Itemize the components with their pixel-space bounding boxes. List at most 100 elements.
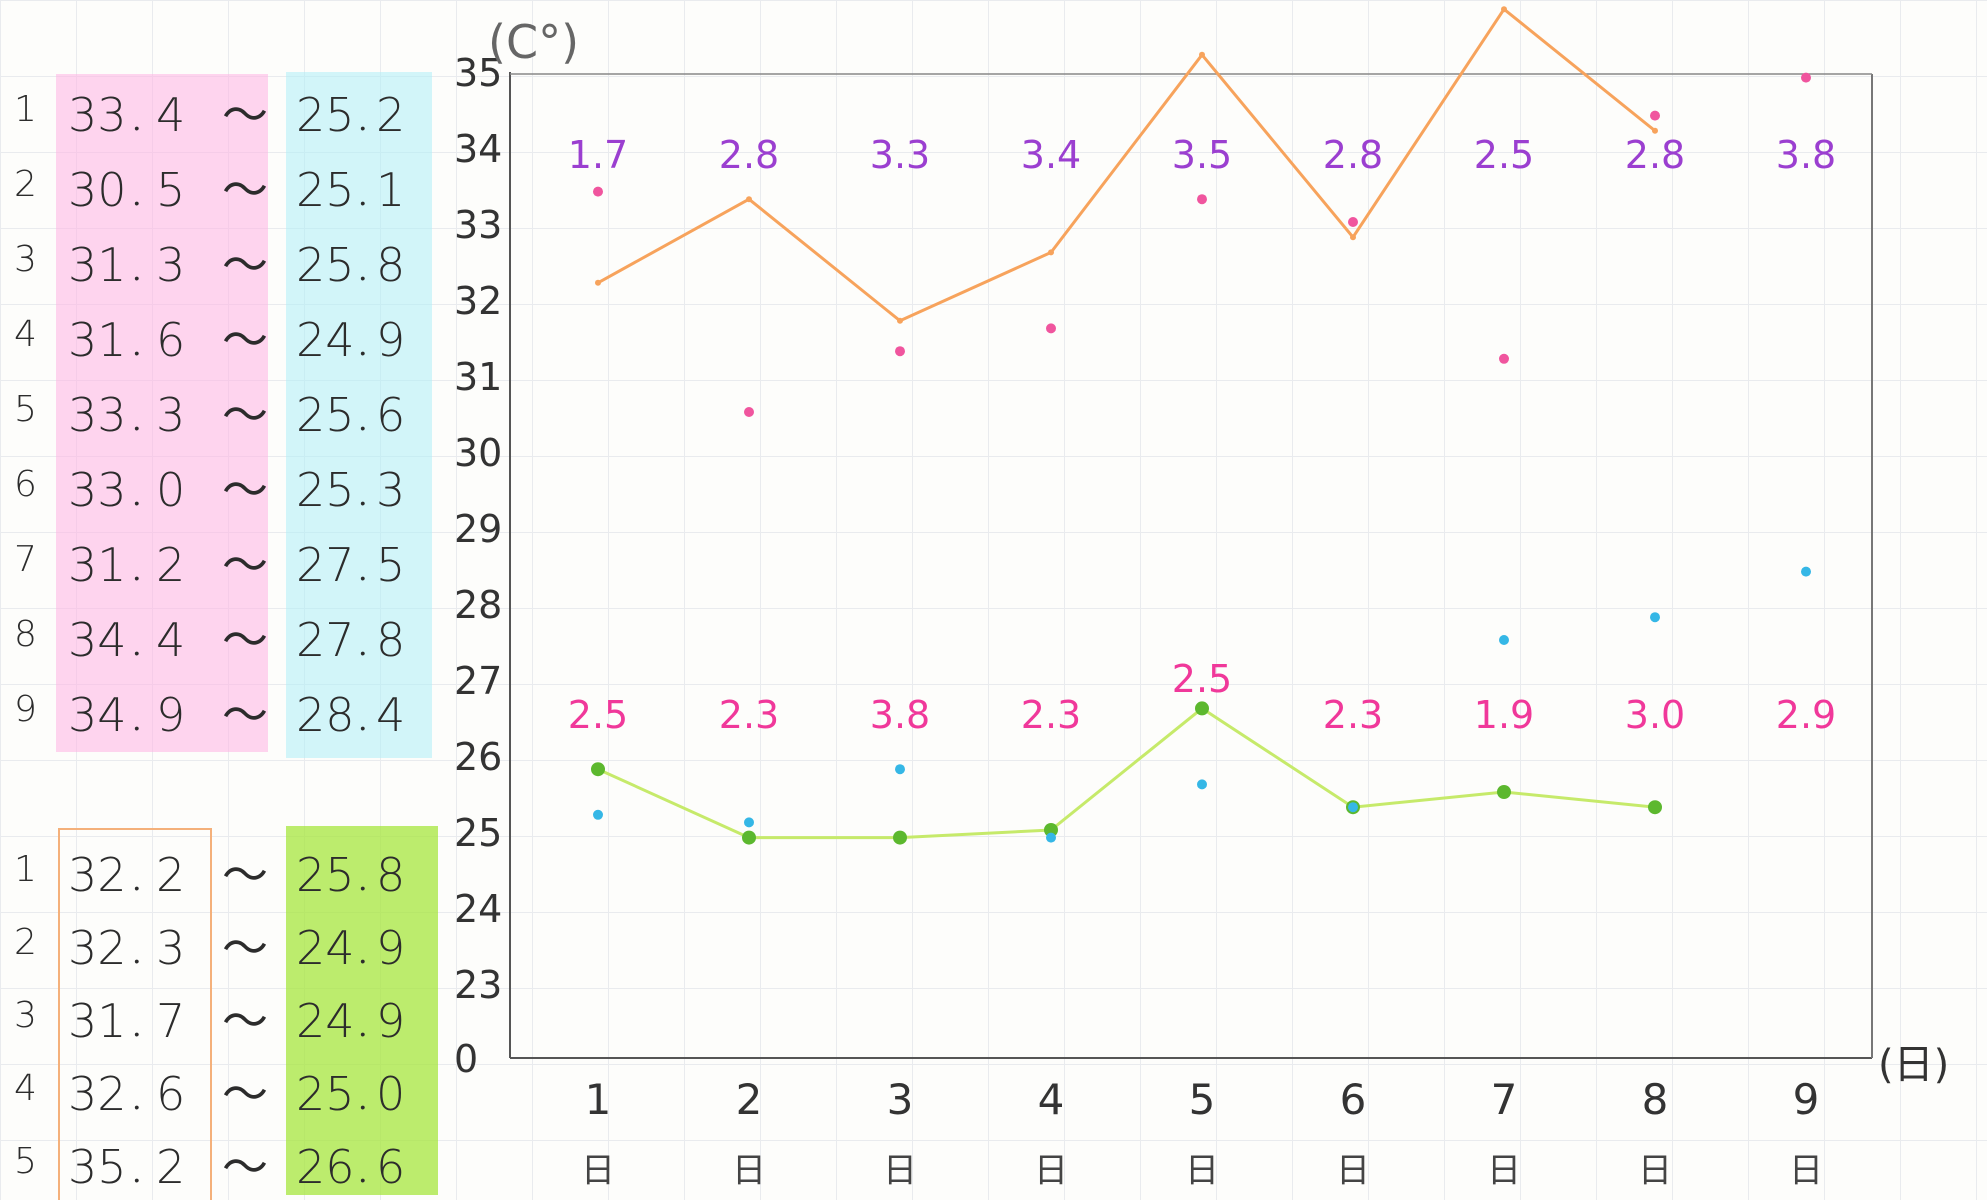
top-row-max-dec: 4	[156, 613, 186, 667]
y-tick-label: 23	[454, 963, 502, 1007]
decimal-dot: .	[132, 553, 142, 588]
x-sub-label: 日	[1185, 1151, 1219, 1191]
x-tick-label: 8	[1642, 1075, 1669, 1124]
top-row-sep: 〜	[222, 238, 268, 292]
bottom-row-day: 5	[14, 1141, 37, 1182]
decimal-dot: .	[132, 178, 142, 213]
top-row-min-int: 25	[296, 238, 355, 292]
upper-annotation: 3.8	[1776, 133, 1836, 177]
max-temp-point	[1499, 353, 1509, 364]
top-row-max-dec: 2	[156, 538, 186, 592]
top-row-min-dec: 5	[376, 538, 406, 592]
top-row-min-dec: 3	[376, 463, 406, 517]
line-point	[1195, 701, 1209, 716]
line-point	[897, 317, 903, 324]
y-tick-label: 30	[454, 431, 502, 475]
top-row-max-dec: 3	[156, 238, 186, 292]
top-row-max-int: 31	[68, 238, 127, 292]
decimal-dot: .	[358, 1082, 368, 1117]
upper-annotation: 2.8	[1625, 133, 1685, 177]
top-row-min-int: 25	[296, 463, 355, 517]
bottom-row-max-dec: 6	[156, 1067, 186, 1121]
decimal-dot: .	[358, 103, 368, 138]
decimal-dot: .	[132, 253, 142, 288]
decimal-dot: .	[132, 478, 142, 513]
x-sub-label: 日	[1487, 1151, 1521, 1191]
decimal-dot: .	[358, 328, 368, 363]
top-row-max-dec: 3	[156, 388, 186, 442]
lower-annotation: 3.8	[870, 693, 930, 737]
top-row-sep: 〜	[222, 688, 268, 742]
x-tick-label: 3	[887, 1075, 914, 1124]
y-tick-label: 34	[454, 127, 502, 171]
top-row-day: 6	[14, 464, 37, 505]
lower-annotation: 2.3	[1021, 693, 1081, 737]
max-temp-point	[1046, 323, 1056, 334]
x-tick-labels: 1 日 2 日 3 日 4 日 5 日 6 日 7 日 8 日 9 日	[581, 1075, 1823, 1191]
top-row-max-int: 34	[68, 688, 127, 742]
upper-annotation: 2.8	[719, 133, 779, 177]
x-tick-label: 2	[736, 1075, 763, 1124]
bottom-row-min-int: 24	[296, 994, 355, 1048]
max-temp-point	[1348, 217, 1358, 227]
bottom-row-min-dec: 9	[376, 921, 406, 975]
max-temp-point	[895, 346, 905, 357]
line-point	[595, 279, 601, 286]
bottom-row-min-int: 25	[296, 1067, 355, 1121]
x-sub-label: 日	[1034, 1151, 1068, 1191]
top-row-min-int: 25	[296, 388, 355, 442]
y-tick-labels: 35 34 33 32 31 30 29 28 27 26 25 24 23 0	[454, 51, 502, 1081]
top-row-sep: 〜	[222, 388, 268, 442]
y-tick-label: 26	[454, 735, 502, 779]
top-row-min-dec: 1	[376, 163, 406, 217]
top-row-sep: 〜	[222, 613, 268, 667]
y-tick-label: 35	[454, 51, 502, 95]
bottom-row-min-dec: 9	[376, 994, 406, 1048]
y-tick-label: 0	[454, 1037, 478, 1081]
top-row-min-dec: 2	[376, 88, 406, 142]
series-lines	[597, 6, 1656, 840]
top-row-max-int: 33	[68, 88, 127, 142]
upper-annotation: 3.5	[1172, 133, 1232, 177]
bottom-row-sep: 〜	[222, 1140, 268, 1194]
top-row-sep: 〜	[222, 313, 268, 367]
line-point	[1501, 6, 1507, 13]
x-sub-label: 日	[1638, 1151, 1672, 1191]
bottom-row-max-dec: 2	[156, 848, 186, 902]
bottom-row-day: 1	[14, 849, 37, 890]
top-row-min-int: 25	[296, 88, 355, 142]
top-row-sep: 〜	[222, 88, 268, 142]
y-tick-label: 33	[454, 203, 502, 247]
orange-box	[58, 828, 212, 1200]
line-point	[742, 830, 756, 845]
top-row-max-dec: 9	[156, 688, 186, 742]
bottom-row-max-int: 32	[68, 921, 127, 975]
y-tick-label: 29	[454, 507, 502, 551]
bottom-row-sep: 〜	[222, 1067, 268, 1121]
decimal-dot: .	[132, 863, 142, 898]
bottom-row-max-int: 35	[68, 1140, 127, 1194]
top-row-max-int: 33	[68, 388, 127, 442]
decimal-dot: .	[358, 403, 368, 438]
bottom-row-sep: 〜	[222, 848, 268, 902]
line-point	[1199, 51, 1205, 58]
min-temp-point	[1046, 832, 1056, 843]
max-temp-point	[1197, 194, 1207, 205]
top-row-max-dec: 6	[156, 313, 186, 367]
decimal-dot: .	[358, 178, 368, 213]
lower-annotation: 2.5	[568, 693, 628, 737]
top-row-sep: 〜	[222, 163, 268, 217]
max-temp-point	[744, 407, 754, 417]
min-temp-point	[1348, 802, 1358, 813]
decimal-dot: .	[132, 1082, 142, 1117]
annotations: 1.7 2.8 3.3 3.4 3.5 2.8 2.5 2.8 3.8 2.5 2.3 3.8 2.3 2…	[568, 133, 1836, 737]
top-row-min-int: 28	[296, 688, 355, 742]
line-point	[893, 830, 907, 845]
decimal-dot: .	[132, 1155, 142, 1190]
cyan-highlight	[286, 72, 432, 758]
x-tick-label: 6	[1340, 1075, 1367, 1124]
decimal-dot: .	[132, 103, 142, 138]
y-tick-label: 31	[454, 355, 502, 399]
top-row-day: 7	[14, 539, 37, 580]
